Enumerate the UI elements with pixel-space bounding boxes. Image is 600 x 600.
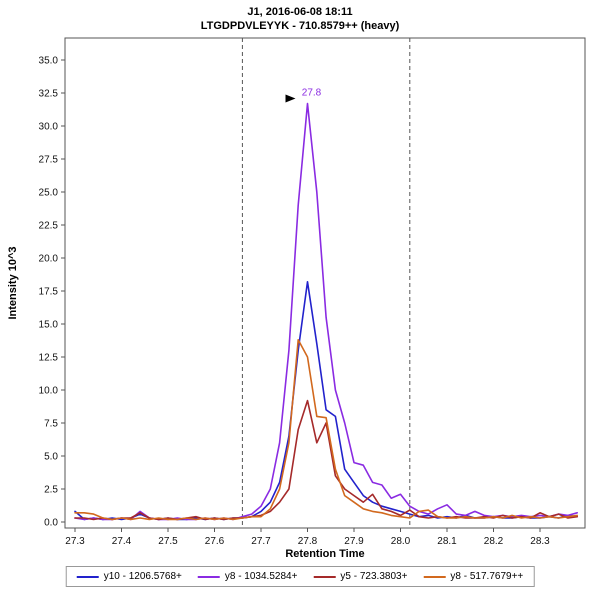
x-axis-tick-label: 28.2 xyxy=(484,536,504,547)
y-axis-tick-label: 7.5 xyxy=(44,419,58,430)
plot-border[interactable] xyxy=(64,37,586,529)
y-axis-tick-label: 17.5 xyxy=(39,287,59,298)
x-axis-tick-label: 27.7 xyxy=(251,536,271,547)
peak-annotation-label: 27.8 xyxy=(302,88,322,99)
y-axis-tick-label: 32.5 xyxy=(39,89,59,100)
legend-item-label: y8 - 517.7679++ xyxy=(450,571,524,582)
legend-item: y10 - 1206.5768+ xyxy=(76,571,182,582)
x-axis-tick-label: 28.1 xyxy=(437,536,457,547)
peak-pointer-icon xyxy=(285,94,296,103)
legend-line-sample-icon xyxy=(313,575,336,578)
y-axis-tick-label: 20.0 xyxy=(39,254,59,265)
y-axis-tick-label: 25.0 xyxy=(39,188,59,199)
x-axis-tick-label: 27.3 xyxy=(65,536,85,547)
y-axis-tick-label: 2.5 xyxy=(44,485,58,496)
y-axis-tick-label: 12.5 xyxy=(39,353,59,364)
series-line-4 xyxy=(74,338,579,521)
y-axis-tick-label: 5.0 xyxy=(44,452,58,463)
legend-line-sample-icon xyxy=(197,575,220,578)
y-axis-tick-label: 0.0 xyxy=(44,518,58,529)
x-axis-tick-label: 27.8 xyxy=(298,536,318,547)
y-axis-tick-label: 27.5 xyxy=(39,155,59,166)
legend-line-sample-icon xyxy=(76,575,99,578)
x-axis-tick-label: 28.0 xyxy=(391,536,411,547)
chromatogram-plot[interactable]: J1, 2016-06-08 18:11 LTGDPDVLEYYK - 710.… xyxy=(0,0,600,562)
y-axis-tick-label: 35.0 xyxy=(39,56,59,67)
legend-item-label: y8 - 1034.5284+ xyxy=(224,571,298,582)
legend-item: y8 - 1034.5284+ xyxy=(197,571,298,582)
legend-item: y8 - 517.7679++ xyxy=(423,571,523,582)
legend-item: y5 - 723.3803+ xyxy=(313,571,407,582)
y-axis-tick-label: 10.0 xyxy=(39,386,59,397)
chart-subtitle: LTGDPDVLEYYK - 710.8579++ (heavy) xyxy=(201,20,400,32)
chart-title: J1, 2016-06-08 18:11 xyxy=(247,6,352,18)
y-axis-tick-label: 15.0 xyxy=(39,320,59,331)
x-axis-tick-label: 27.4 xyxy=(112,536,132,547)
y-axis-title: Intensity 10^3 xyxy=(7,246,19,319)
series-line-3 xyxy=(74,399,579,521)
series-line-2 xyxy=(74,102,579,521)
plot-layer: 0.0 2.5 5.0 7.5 10.0 12.5 15.0 17.5 20.0 22.5 25.0… xyxy=(39,37,586,547)
x-axis-tick-label: 27.9 xyxy=(344,536,364,547)
y-axis-tick-label: 30.0 xyxy=(39,122,59,133)
legend-item-label: y5 - 723.3803+ xyxy=(340,571,408,582)
x-axis-tick-label: 27.6 xyxy=(205,536,225,547)
legend-item-label: y10 - 1206.5768+ xyxy=(103,571,182,582)
legend: y10 - 1206.5768+ y8 - 1034.5284+ y5 - 723.… xyxy=(65,566,535,587)
x-axis-tick-label: 27.5 xyxy=(158,536,178,547)
y-axis-tick-label: 22.5 xyxy=(39,221,59,232)
x-axis-title: Retention Time xyxy=(285,548,364,560)
legend-line-sample-icon xyxy=(423,575,446,578)
x-axis-tick-label: 28.3 xyxy=(530,536,550,547)
